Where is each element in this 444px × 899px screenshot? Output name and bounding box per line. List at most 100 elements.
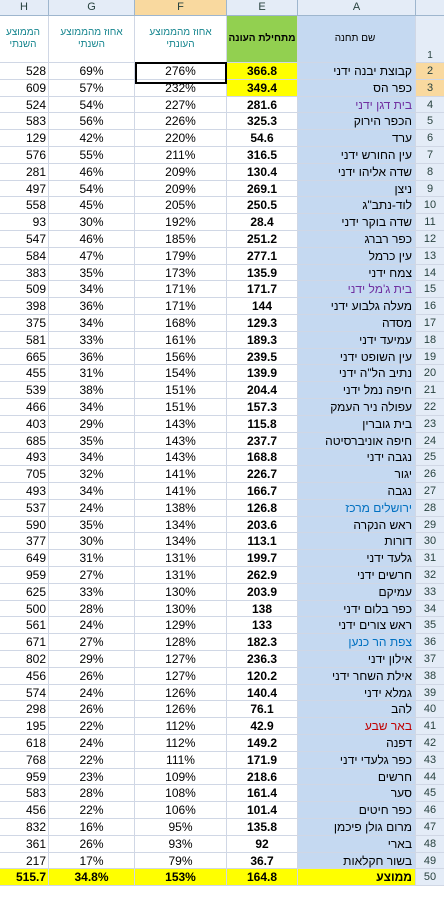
annual-average-cell[interactable]: 500 xyxy=(0,600,49,618)
row-number[interactable]: 42 xyxy=(416,735,444,752)
annual-average-cell[interactable]: 493 xyxy=(0,483,49,500)
since-season-start-cell[interactable]: 101.4 xyxy=(227,802,298,819)
annual-average-cell[interactable]: 455 xyxy=(0,365,49,383)
column-header-f[interactable]: F xyxy=(135,0,227,16)
row-number[interactable]: 14 xyxy=(416,264,444,282)
since-season-start-cell[interactable]: 115.8 xyxy=(227,415,298,433)
percent-annual-cell[interactable]: 36% xyxy=(49,348,135,366)
percent-seasonal-cell[interactable]: 126% xyxy=(135,701,227,719)
percent-annual-cell[interactable]: 54% xyxy=(49,96,135,114)
row-number[interactable]: 4 xyxy=(416,96,444,114)
annual-average-cell[interactable]: 685 xyxy=(0,432,49,450)
row-number[interactable]: 41 xyxy=(416,718,444,735)
station-name-cell[interactable]: שדה אליהו ידני xyxy=(298,163,416,181)
station-name-cell[interactable]: עין השופט ידני xyxy=(298,348,416,366)
since-season-start-cell[interactable]: 42.9 xyxy=(227,718,298,735)
annual-average-cell[interactable]: 537 xyxy=(0,499,49,517)
since-season-start-cell[interactable]: 135.9 xyxy=(227,264,298,282)
percent-seasonal-cell[interactable]: 171% xyxy=(135,281,227,299)
since-season-start-cell[interactable]: 171.7 xyxy=(227,281,298,299)
row-number[interactable]: 49 xyxy=(416,852,444,870)
station-name-cell[interactable]: ממוצע xyxy=(298,869,416,887)
percent-seasonal-cell[interactable]: 209% xyxy=(135,180,227,198)
percent-seasonal-cell[interactable]: 130% xyxy=(135,600,227,618)
annual-average-cell[interactable]: 493 xyxy=(0,449,49,467)
since-season-start-cell[interactable]: 239.5 xyxy=(227,348,298,366)
since-season-start-cell[interactable]: 166.7 xyxy=(227,483,298,500)
column-header-h[interactable]: H xyxy=(0,0,49,16)
percent-annual-cell[interactable]: 28% xyxy=(49,785,135,803)
row-number[interactable]: 36 xyxy=(416,634,444,651)
since-season-start-cell[interactable]: 28.4 xyxy=(227,214,298,231)
header-annual-average[interactable]: הממוצע השנתי xyxy=(0,16,49,63)
row-number[interactable]: 33 xyxy=(416,583,444,601)
row-number[interactable]: 39 xyxy=(416,684,444,702)
percent-annual-cell[interactable]: 56% xyxy=(49,113,135,131)
annual-average-cell[interactable]: 665 xyxy=(0,348,49,366)
since-season-start-cell[interactable]: 149.2 xyxy=(227,735,298,752)
percent-annual-cell[interactable]: 28% xyxy=(49,600,135,618)
annual-average-cell[interactable]: 561 xyxy=(0,617,49,635)
percent-seasonal-cell[interactable]: 151% xyxy=(135,399,227,416)
since-season-start-cell[interactable]: 133 xyxy=(227,617,298,635)
since-season-start-cell[interactable]: 144 xyxy=(227,298,298,315)
row-number[interactable]: 26 xyxy=(416,466,444,483)
since-season-start-cell[interactable]: 281.6 xyxy=(227,96,298,114)
since-season-start-cell[interactable]: 140.4 xyxy=(227,684,298,702)
row-number[interactable]: 2 xyxy=(416,63,444,80)
since-season-start-cell[interactable]: 250.5 xyxy=(227,197,298,215)
row-number[interactable]: 22 xyxy=(416,399,444,416)
station-name-cell[interactable]: בית גוברין xyxy=(298,415,416,433)
annual-average-cell[interactable]: 671 xyxy=(0,634,49,651)
column-header-a[interactable]: A xyxy=(298,0,416,16)
annual-average-cell[interactable]: 625 xyxy=(0,583,49,601)
annual-average-cell[interactable]: 524 xyxy=(0,96,49,114)
column-header-g[interactable]: G xyxy=(49,0,135,16)
since-season-start-cell[interactable]: 316.5 xyxy=(227,147,298,164)
row-number[interactable]: 19 xyxy=(416,348,444,366)
station-name-cell[interactable]: בארי xyxy=(298,835,416,853)
percent-seasonal-cell[interactable]: 151% xyxy=(135,382,227,399)
annual-average-cell[interactable]: 590 xyxy=(0,516,49,534)
since-season-start-cell[interactable]: 226.7 xyxy=(227,466,298,483)
percent-seasonal-cell[interactable]: 111% xyxy=(135,751,227,769)
percent-annual-cell[interactable]: 47% xyxy=(49,247,135,265)
since-season-start-cell[interactable]: 161.4 xyxy=(227,785,298,803)
row-number[interactable]: 28 xyxy=(416,499,444,517)
station-name-cell[interactable]: קבוצת יבנה ידני xyxy=(298,63,416,80)
row-number[interactable]: 47 xyxy=(416,819,444,836)
row-number[interactable]: 43 xyxy=(416,751,444,769)
station-name-cell[interactable]: צמח ידני xyxy=(298,264,416,282)
percent-annual-cell[interactable]: 35% xyxy=(49,516,135,534)
percent-seasonal-cell[interactable]: 179% xyxy=(135,247,227,265)
percent-annual-cell[interactable]: 16% xyxy=(49,819,135,836)
station-name-cell[interactable]: ערד xyxy=(298,130,416,147)
percent-seasonal-cell[interactable]: 171% xyxy=(135,298,227,315)
station-name-cell[interactable]: ניצן xyxy=(298,180,416,198)
annual-average-cell[interactable]: 403 xyxy=(0,415,49,433)
percent-annual-cell[interactable]: 46% xyxy=(49,231,135,248)
since-season-start-cell[interactable]: 120.2 xyxy=(227,667,298,685)
annual-average-cell[interactable]: 832 xyxy=(0,819,49,836)
percent-annual-cell[interactable]: 34% xyxy=(49,483,135,500)
row-number[interactable]: 13 xyxy=(416,247,444,265)
since-season-start-cell[interactable]: 92 xyxy=(227,835,298,853)
station-name-cell[interactable]: עין כרמל xyxy=(298,247,416,265)
percent-seasonal-cell[interactable]: 173% xyxy=(135,264,227,282)
row-number[interactable]: 40 xyxy=(416,701,444,719)
percent-seasonal-cell[interactable]: 93% xyxy=(135,835,227,853)
percent-annual-cell[interactable]: 17% xyxy=(49,852,135,870)
percent-annual-cell[interactable]: 34% xyxy=(49,399,135,416)
row-number[interactable]: 37 xyxy=(416,651,444,668)
annual-average-cell[interactable]: 959 xyxy=(0,567,49,584)
annual-average-cell[interactable]: 528 xyxy=(0,63,49,80)
percent-annual-cell[interactable]: 29% xyxy=(49,651,135,668)
percent-seasonal-cell[interactable]: 192% xyxy=(135,214,227,231)
station-name-cell[interactable]: נתיב הל"ה ידני xyxy=(298,365,416,383)
row-number[interactable]: 25 xyxy=(416,449,444,467)
since-season-start-cell[interactable]: 262.9 xyxy=(227,567,298,584)
annual-average-cell[interactable]: 281 xyxy=(0,163,49,181)
since-season-start-cell[interactable]: 218.6 xyxy=(227,768,298,786)
station-name-cell[interactable]: כפר בלום ידני xyxy=(298,600,416,618)
annual-average-cell[interactable]: 581 xyxy=(0,331,49,349)
